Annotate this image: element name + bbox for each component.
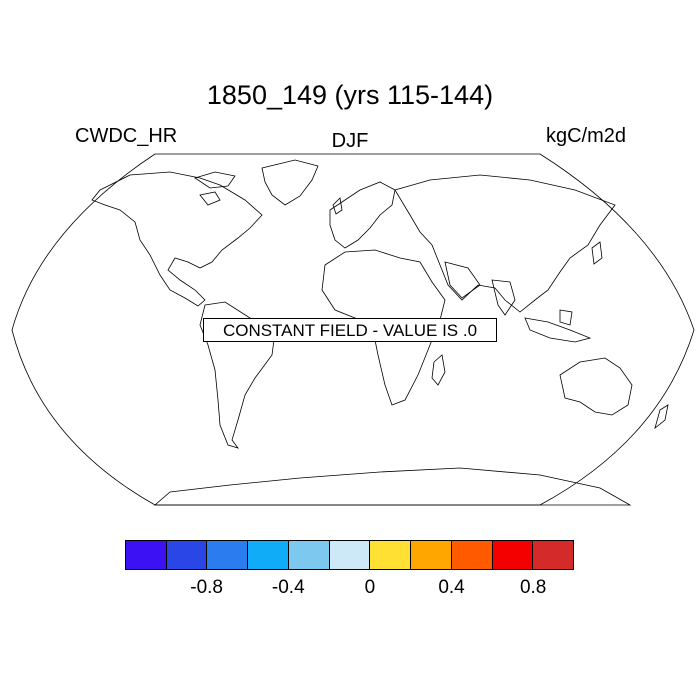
- season-label: DJF: [331, 130, 369, 152]
- japan-coast: [591, 241, 603, 265]
- colorbar-tick-label: 0.4: [438, 577, 465, 598]
- map-title: 1850_149 (yrs 115-144): [206, 80, 494, 110]
- colorbar-swatch: [248, 541, 289, 569]
- antarctica-coast: [153, 467, 632, 506]
- colorbar-tick-label: 0.8: [519, 577, 547, 598]
- asia-coast: [394, 174, 616, 313]
- colorbar-swatch: [492, 541, 534, 569]
- indonesia-coast: [524, 317, 592, 343]
- colorbar-swatch: [126, 541, 167, 569]
- colorbar-tick-label: 0: [364, 577, 376, 598]
- colorbar-swatch: [288, 541, 330, 569]
- colorbar-swatch: [533, 541, 574, 569]
- coastlines: [91, 159, 669, 506]
- constant-field-notice: CONSTANT FIELD - VALUE IS .0: [203, 318, 497, 342]
- colorbar: [125, 540, 574, 570]
- colorbar-swatch: [329, 541, 371, 569]
- new-zealand-coast: [654, 404, 669, 430]
- greenland-coast: [261, 159, 319, 206]
- colorbar-tick-label: -0.4: [271, 577, 305, 598]
- colorbar-swatch: [166, 541, 208, 569]
- india-coast: [491, 279, 516, 316]
- north-america-coast: [91, 171, 263, 307]
- variable-label: CWDC_HR: [75, 125, 178, 147]
- colorbar-swatch: [370, 541, 412, 569]
- europe-coast: [329, 181, 396, 249]
- australia-coast: [559, 357, 633, 416]
- colorbar-swatch: [451, 541, 493, 569]
- colorbar-tick-label: -0.8: [190, 577, 223, 598]
- colorbar-swatch: [207, 541, 249, 569]
- madagascar-coast: [431, 354, 446, 386]
- arctic-islands-coast: [194, 171, 236, 189]
- colorbar-swatch: [411, 541, 452, 569]
- units-label: kgC/m2d: [545, 125, 626, 147]
